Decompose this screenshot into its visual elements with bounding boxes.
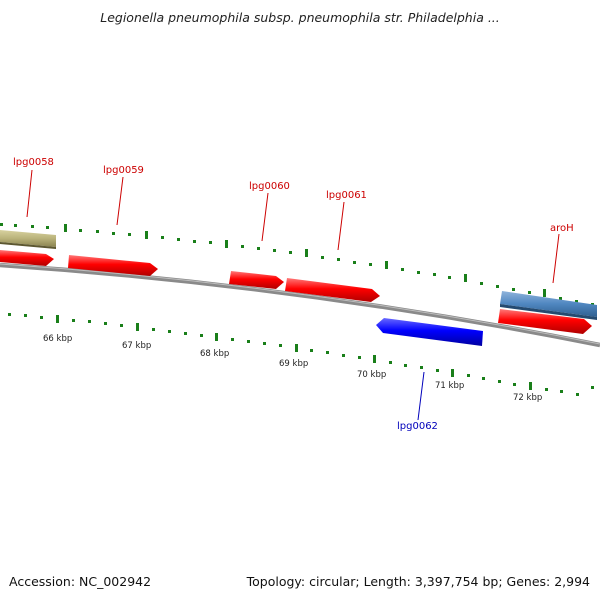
leader-line-lpg0058 — [26, 169, 33, 218]
gene-label-lpg0058[interactable]: lpg0058 — [13, 157, 54, 168]
kbp-label: 68 kbp — [200, 349, 229, 359]
upper-tick-ruler — [0, 223, 594, 306]
kbp-label: 66 kbp — [43, 334, 72, 344]
gene-arrow-lpg0058[interactable] — [0, 250, 54, 266]
gene-arrow-arohr-red[interactable] — [498, 309, 592, 334]
gene-arrow-lpg0062[interactable] — [376, 318, 483, 346]
kbp-label: 70 kbp — [357, 370, 386, 380]
gene-label-lpg0060[interactable]: lpg0060 — [249, 181, 290, 192]
leader-line-lpg0059 — [116, 176, 124, 226]
gene-label-lpg0059[interactable]: lpg0059 — [103, 165, 144, 176]
lower-tick-ruler — [8, 313, 594, 396]
gene-arrow-aroH[interactable] — [500, 291, 597, 320]
leader-line-lpg0061 — [337, 201, 345, 251]
genome-backbone-highlight — [0, 263, 600, 345]
leader-line-aroH — [552, 233, 560, 284]
gene-label-aroH[interactable]: aroH — [550, 223, 574, 234]
map-title: Legionella pneumophila subsp. pneumophil… — [100, 10, 500, 25]
olive-feature[interactable] — [0, 230, 56, 249]
kbp-label: 72 kbp — [513, 393, 542, 403]
kbp-label: 67 kbp — [122, 341, 151, 351]
gene-label-lpg0061[interactable]: lpg0061 — [326, 190, 367, 201]
kbp-label: 69 kbp — [279, 359, 308, 369]
leader-line-lpg0060 — [261, 192, 269, 242]
accession-text: Accession: NC_002942 — [9, 574, 152, 589]
gene-arrow-lpg0061[interactable] — [285, 278, 380, 302]
genome-summary-text: Topology: circular; Length: 3,397,754 bp… — [246, 574, 590, 589]
leader-line-lpg0062 — [417, 371, 425, 421]
gene-arrow-lpg0060[interactable] — [229, 271, 284, 289]
gene-arrow-lpg0059[interactable] — [68, 255, 158, 276]
kbp-label: 71 kbp — [435, 381, 464, 391]
gene-label-lpg0062[interactable]: lpg0062 — [397, 421, 438, 432]
genome-backbone — [0, 262, 600, 348]
